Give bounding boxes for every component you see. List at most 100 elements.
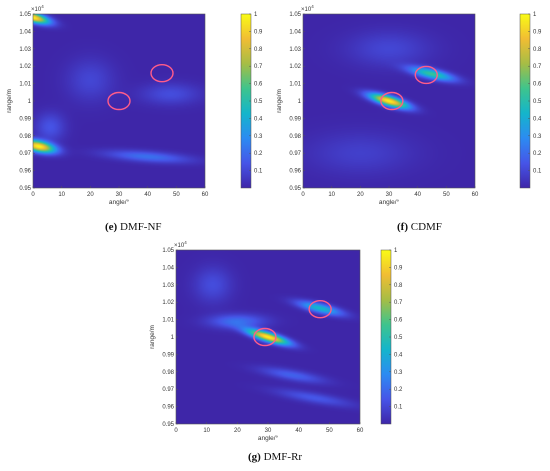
y-tick-label: 0.98	[19, 134, 31, 140]
colorbar-tick-label: 0.9	[254, 29, 263, 35]
colorbar-tick-label: 1	[394, 248, 398, 254]
colorbar-tick-label: 0.8	[254, 47, 263, 53]
x-tick-label: 40	[144, 192, 151, 198]
x-tick-label: 60	[202, 192, 209, 198]
colorbar-tick-label: 0.2	[533, 151, 542, 157]
y-axis-label: range/m	[6, 89, 13, 113]
heatmap-image	[303, 14, 475, 188]
x-axis-label: angle/°	[379, 198, 400, 206]
y-axis-label: range/m	[149, 325, 156, 349]
x-tick-label: 10	[328, 192, 335, 198]
colorbar-tick-label: 0.7	[533, 64, 542, 70]
x-tick-label: 60	[472, 192, 479, 198]
caption-name-g: DMF-Rr	[263, 451, 303, 463]
caption-g: (g) DMF-Rr	[248, 451, 302, 463]
colorbar-tick-label: 0.9	[533, 29, 542, 35]
y-tick-label: 0.96	[19, 169, 31, 175]
caption-letter-g: (g)	[248, 451, 261, 463]
y-tick-label: 0.97	[19, 151, 31, 157]
heatmap-image	[33, 14, 205, 188]
colorbar-tick-label: 0.4	[533, 116, 542, 122]
y-tick-label: 1.01	[19, 82, 31, 88]
x-tick-label: 40	[295, 428, 302, 434]
x-axis-label: angle/°	[109, 198, 130, 206]
colorbar-tick-label: 0.1	[394, 405, 403, 411]
y-tick-label: 1.04	[19, 29, 31, 35]
x-axis-label: angle/°	[258, 434, 279, 442]
y-tick-label: 0.96	[289, 169, 301, 175]
y-tick-label: 1.03	[19, 47, 31, 53]
colorbar-tick-label: 0.7	[394, 300, 403, 306]
y-exponent-label: ×104	[31, 4, 44, 13]
y-tick-label: 1.03	[162, 283, 174, 289]
colorbar-tick-label: 0.1	[533, 169, 542, 175]
target-marker-circle	[107, 91, 131, 111]
caption-name-f: CDMF	[410, 221, 442, 233]
x-tick-label: 10	[203, 428, 210, 434]
y-exponent-label: ×104	[174, 240, 187, 249]
y-axis-label: range/m	[276, 89, 283, 113]
y-tick-label: 1	[298, 99, 302, 105]
x-tick-label: 40	[414, 192, 421, 198]
caption-name-e: DMF-NF	[119, 221, 162, 233]
y-tick-label: 1.02	[19, 64, 31, 70]
target-marker-circle	[414, 65, 438, 85]
heatmap-panel-g: 0 10 20 30 40 50 60 0.95 0.96 0.97 0.98 0.99 1 1.01 1.…	[149, 240, 403, 442]
colorbar-tick-label: 0.6	[254, 82, 263, 88]
colorbar-tick-label: 0.8	[533, 47, 542, 53]
x-tick-label: 20	[234, 428, 241, 434]
colorbar-tick-label: 0.5	[533, 99, 542, 105]
colorbar-tick-label: 1	[254, 12, 258, 18]
x-tick-label: 10	[58, 192, 65, 198]
colorbar-tick-label: 0.4	[394, 352, 403, 358]
x-tick-label: 30	[386, 192, 393, 198]
y-tick-label: 1.04	[162, 265, 174, 271]
colorbar-tick-label: 0.6	[394, 318, 403, 324]
caption-f: (f) CDMF	[397, 221, 442, 233]
x-tick-label: 50	[443, 192, 450, 198]
x-tick-label: 0	[174, 428, 178, 434]
y-tick-label: 0.95	[162, 422, 174, 428]
y-tick-label: 1.01	[162, 318, 174, 324]
colorbar-tick-label: 0.2	[394, 387, 403, 393]
y-tick-label: 1.05	[19, 12, 31, 18]
y-tick-label: 0.98	[289, 134, 301, 140]
y-tick-label: 1	[171, 335, 175, 341]
caption-letter-e: (e)	[105, 221, 118, 233]
target-marker-circle	[253, 327, 277, 347]
caption-letter-f: (f)	[397, 221, 408, 233]
y-tick-label: 0.99	[162, 352, 174, 358]
y-tick-label: 0.99	[19, 116, 31, 122]
colorbar-tick-label: 0.5	[254, 99, 263, 105]
target-marker-circle	[150, 63, 174, 83]
colorbar-tick-label: 0.3	[533, 134, 542, 140]
x-tick-label: 30	[116, 192, 123, 198]
colorbar-tick-label: 0.5	[394, 335, 403, 341]
y-tick-label: 1.02	[289, 64, 301, 70]
y-tick-label: 0.95	[289, 186, 301, 192]
y-tick-label: 0.97	[289, 151, 301, 157]
x-tick-label: 60	[357, 428, 364, 434]
x-tick-label: 20	[87, 192, 94, 198]
x-tick-label: 0	[31, 192, 35, 198]
colorbar-tick-label: 0.9	[394, 265, 403, 271]
y-tick-label: 1.05	[162, 248, 174, 254]
target-marker-circle	[380, 91, 404, 111]
x-tick-label: 20	[357, 192, 364, 198]
y-tick-label: 1.05	[289, 12, 301, 18]
y-exponent-label: ×104	[301, 4, 314, 13]
y-tick-label: 1.04	[289, 29, 301, 35]
x-tick-label: 30	[265, 428, 272, 434]
y-tick-label: 1.02	[162, 300, 174, 306]
y-tick-label: 1	[28, 99, 32, 105]
x-tick-label: 50	[173, 192, 180, 198]
x-tick-label: 50	[326, 428, 333, 434]
colorbar-tick-label: 0.1	[254, 169, 263, 175]
colorbar-tick-label: 1	[533, 12, 537, 18]
heatmap-image	[176, 250, 360, 424]
y-tick-label: 0.96	[162, 405, 174, 411]
y-tick-label: 1.03	[289, 47, 301, 53]
y-tick-label: 1.01	[289, 82, 301, 88]
colorbar-tick-label: 0.7	[254, 64, 263, 70]
colorbar-tick-label: 0.3	[254, 134, 263, 140]
